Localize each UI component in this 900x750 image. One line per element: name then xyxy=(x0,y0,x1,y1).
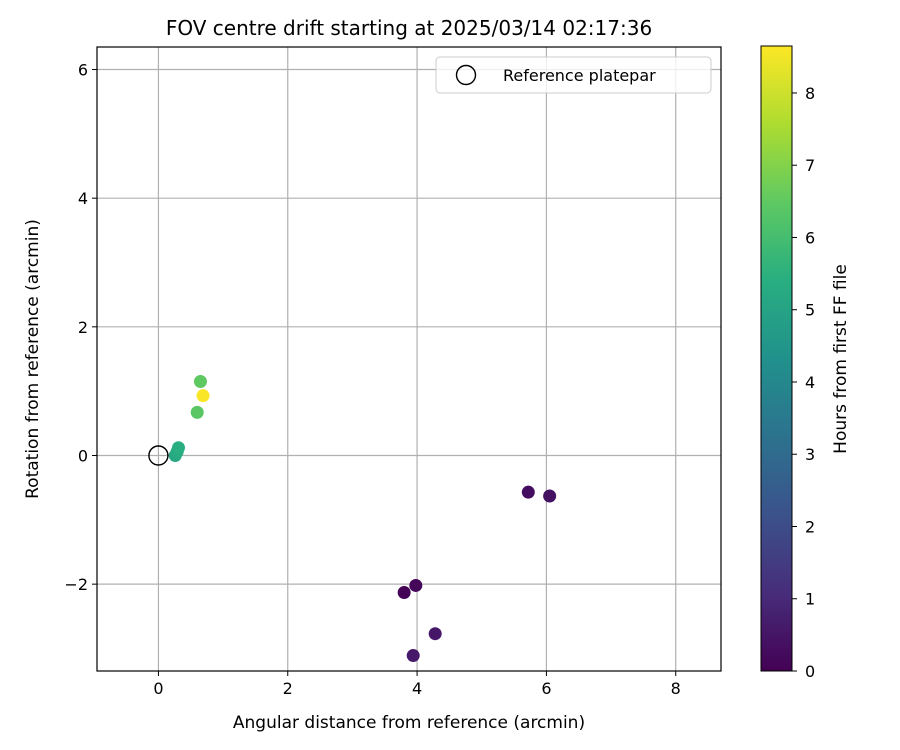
grid xyxy=(97,47,721,671)
x-tick-label: 0 xyxy=(153,679,163,698)
colorbar-tick-label: 6 xyxy=(805,228,815,247)
legend-reference-marker-icon xyxy=(455,64,477,86)
y-tick-label: 0 xyxy=(78,446,88,465)
colorbar-tick-label: 4 xyxy=(805,373,815,392)
colorbar-tick-label: 2 xyxy=(805,517,815,536)
data-point xyxy=(196,389,210,403)
x-tick-label: 6 xyxy=(541,679,551,698)
x-axis-ticks: 0 2 4 6 8 xyxy=(153,671,681,698)
legend-label: Reference platepar xyxy=(503,66,656,85)
colorbar-tick-label: 7 xyxy=(805,156,815,175)
data-point xyxy=(521,485,535,499)
data-point xyxy=(406,649,420,663)
reference-platepar-marker xyxy=(148,445,169,466)
colorbar-ticks: 0 1 2 3 4 5 6 7 8 xyxy=(792,84,815,681)
chart-title: FOV centre drift starting at 2025/03/14 … xyxy=(166,16,652,40)
plot-frame xyxy=(96,46,722,672)
data-point xyxy=(428,627,442,641)
data-point xyxy=(171,441,185,455)
colorbar-tick-label: 5 xyxy=(805,301,815,320)
colorbar-gradient xyxy=(760,45,793,672)
legend-box xyxy=(435,56,712,94)
data-point xyxy=(543,489,557,503)
colorbar-tick-label: 0 xyxy=(805,662,815,681)
data-points xyxy=(168,375,557,663)
x-axis-label: Angular distance from reference (arcmin) xyxy=(233,713,585,733)
data-point xyxy=(190,405,204,419)
colorbar-label: Hours from first FF file xyxy=(831,264,851,454)
y-tick-label: 4 xyxy=(78,189,88,208)
x-tick-label: 8 xyxy=(671,679,681,698)
x-tick-label: 2 xyxy=(283,679,293,698)
colorbar: 0 1 2 3 4 5 6 7 8 Hours from first FF file xyxy=(760,45,851,681)
y-tick-label: 6 xyxy=(78,61,88,80)
data-point xyxy=(409,578,423,592)
legend: Reference platepar xyxy=(435,56,712,94)
reference-marker xyxy=(148,445,169,466)
data-point xyxy=(193,375,207,389)
colorbar-tick-label: 3 xyxy=(805,445,815,464)
x-tick-label: 4 xyxy=(412,679,422,698)
y-axis-label: Rotation from reference (arcmin) xyxy=(23,219,43,499)
colorbar-tick-label: 1 xyxy=(805,590,815,609)
y-tick-label: 2 xyxy=(78,318,88,337)
y-axis-ticks: −2 0 2 4 6 xyxy=(64,61,97,594)
colorbar-tick-label: 8 xyxy=(805,84,815,103)
data-point xyxy=(397,586,411,600)
y-tick-label: −2 xyxy=(64,575,88,594)
